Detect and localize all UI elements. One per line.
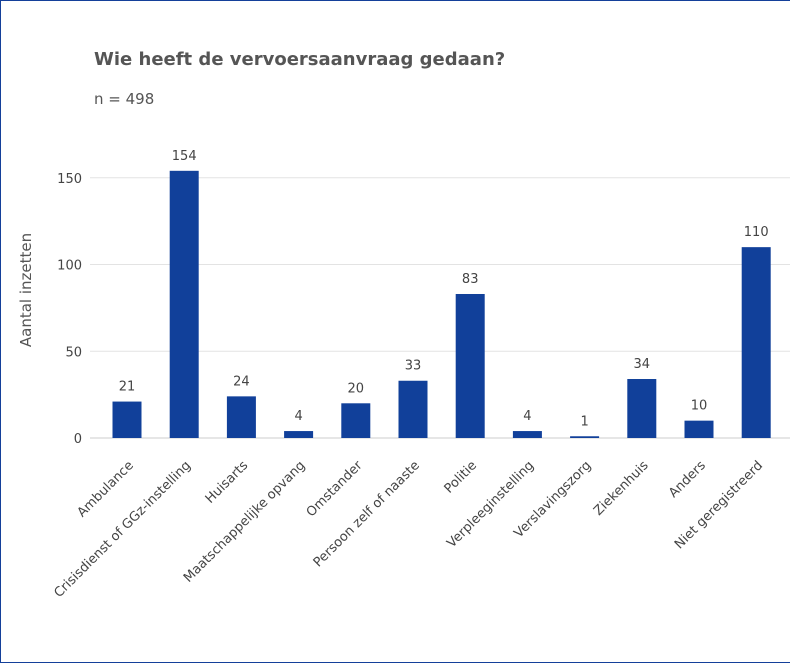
data-labels: 21 154 24 4 20 33 83 4 1 34 10 110 [119, 149, 769, 429]
data-label: 83 [462, 272, 479, 287]
y-tick-label: 0 [74, 432, 82, 447]
bar [741, 247, 771, 438]
x-tick-label: Huisarts [203, 458, 252, 507]
y-tick-label: 50 [65, 345, 82, 360]
chart-title: Wie heeft de vervoersaanvraag gedaan? [94, 49, 506, 70]
data-label: 33 [405, 359, 422, 374]
bars [112, 170, 771, 438]
bar [684, 420, 714, 438]
y-axis-label: Aantal inzetten [17, 233, 35, 347]
bar [570, 436, 600, 438]
x-tick-label: Anders [666, 458, 709, 501]
data-label: 21 [119, 380, 136, 395]
y-axis-ticks: 0 50 100 150 [57, 172, 82, 447]
chart-subtitle: n = 498 [94, 90, 155, 108]
y-tick-label: 150 [57, 172, 82, 187]
x-tick-label: Maatschappelijke opvang [181, 458, 308, 585]
bar [398, 380, 428, 438]
data-label: 1 [580, 414, 588, 429]
gridlines [90, 177, 790, 439]
bar [341, 403, 371, 438]
data-label: 34 [634, 357, 651, 372]
bar [112, 401, 142, 438]
x-tick-label: Omstander [304, 458, 366, 520]
data-label: 20 [348, 381, 365, 396]
data-label: 24 [233, 374, 250, 389]
bar [455, 293, 485, 438]
bar [512, 431, 542, 438]
bar [169, 170, 199, 438]
x-tick-label: Ambulance [75, 458, 137, 520]
y-tick-label: 100 [57, 259, 82, 274]
bar [226, 396, 256, 438]
data-label: 4 [523, 409, 531, 424]
x-tick-label: Ziekenhuis [591, 458, 652, 519]
data-label: 154 [172, 149, 197, 164]
x-tick-label: Politie [442, 458, 480, 496]
bar [284, 431, 314, 438]
data-label: 10 [691, 399, 708, 414]
data-label: 4 [294, 409, 302, 424]
x-tick-label: Persoon zelf of naaste [311, 458, 423, 570]
data-label: 110 [744, 225, 769, 240]
bar [627, 379, 657, 438]
